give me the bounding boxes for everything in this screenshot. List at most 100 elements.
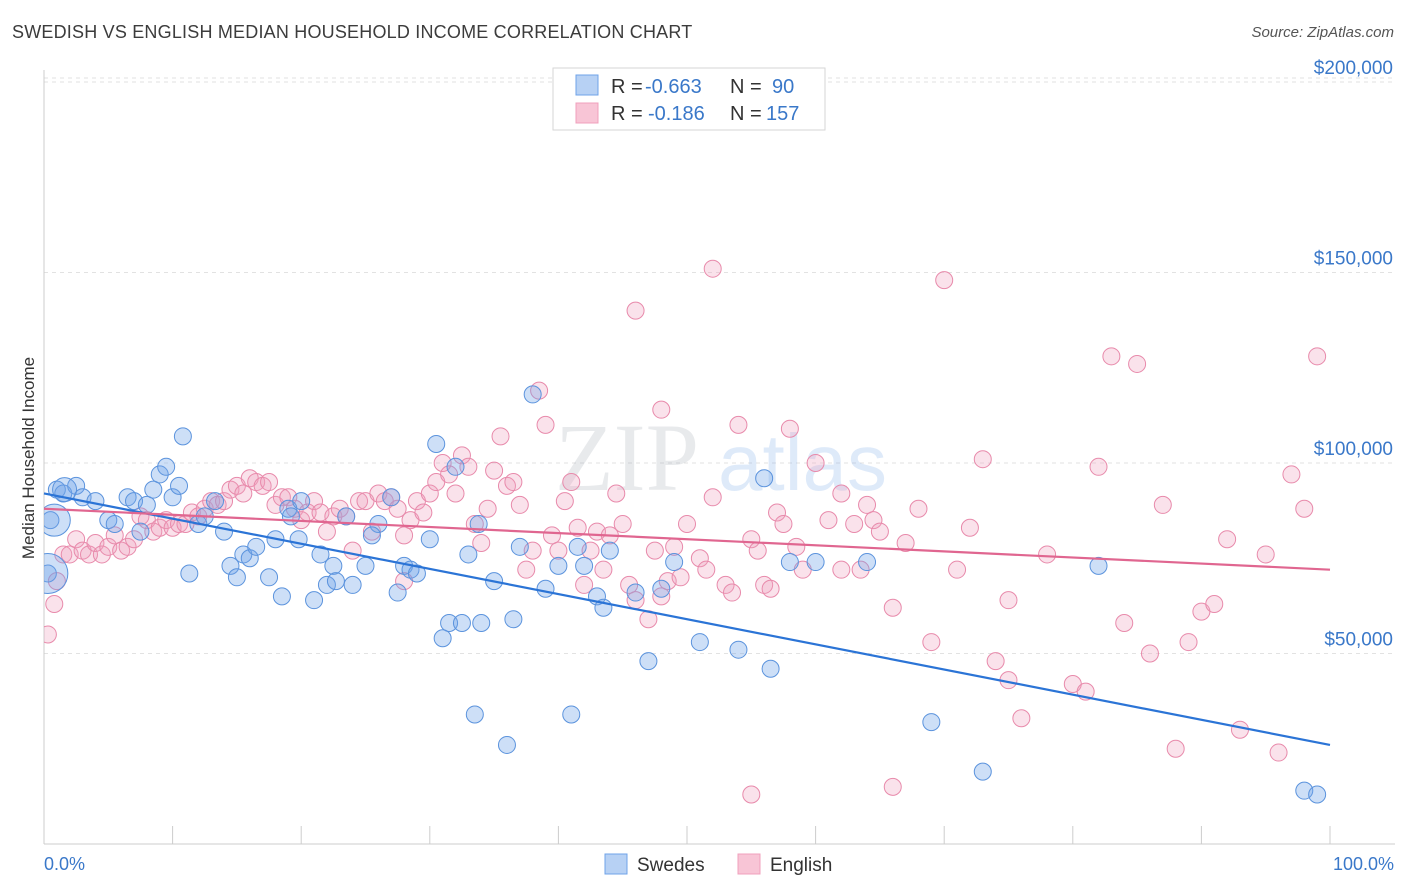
y-tick-label: $150,000 — [1314, 249, 1393, 270]
swedes-points — [44, 385, 1327, 804]
swedes-point — [446, 457, 465, 476]
y-axis-label: Median Household Income — [19, 357, 38, 559]
english-point — [343, 541, 362, 560]
english-point — [260, 473, 279, 492]
english-point — [845, 514, 864, 533]
swedes-point — [44, 511, 60, 530]
english-point — [1205, 594, 1224, 613]
english-point — [234, 484, 253, 503]
english-point — [452, 446, 471, 465]
legend-swedes-swatch — [604, 853, 628, 875]
english-point — [215, 492, 234, 511]
swedes-point — [137, 495, 156, 514]
swedes-point — [343, 575, 362, 594]
english-point — [517, 560, 536, 579]
swedes-point — [170, 476, 189, 495]
english-point — [472, 534, 491, 553]
swedes-point — [626, 583, 645, 602]
english-point — [125, 530, 144, 549]
swedes-point — [362, 526, 381, 545]
y-tick-labels: $50,000 $100,000 $150,000 $200,000 — [1314, 58, 1393, 651]
english-point — [832, 560, 851, 579]
english-point — [883, 598, 902, 617]
english-point — [729, 415, 748, 434]
swedes-point — [472, 614, 491, 633]
english-point — [1102, 347, 1121, 366]
swedes-point — [510, 537, 529, 556]
watermark: ZIP atlas — [555, 404, 887, 511]
english-n-label: N = — [730, 103, 762, 125]
english-point — [723, 583, 742, 602]
swedes-point — [281, 507, 300, 526]
swedes-point — [858, 553, 877, 572]
english-point — [1115, 614, 1134, 633]
swedes-point — [324, 556, 343, 575]
series-legend: Swedes English — [604, 853, 832, 876]
english-point — [620, 575, 639, 594]
english-point — [948, 560, 967, 579]
english-point — [806, 454, 825, 472]
swedes-point — [337, 507, 356, 526]
english-point — [44, 625, 57, 644]
swedes-point — [1308, 785, 1327, 804]
english-point — [883, 777, 902, 796]
x-tick-label-max: 100.0% — [1333, 854, 1394, 874]
english-point — [1308, 347, 1327, 366]
watermark-zip: ZIP — [555, 404, 699, 511]
english-point — [414, 503, 433, 522]
english-point — [973, 450, 992, 469]
english-point — [864, 511, 883, 530]
chart-title: SWEDISH VS ENGLISH MEDIAN HOUSEHOLD INCO… — [12, 22, 693, 42]
swedes-point — [105, 514, 124, 533]
english-point — [748, 541, 767, 560]
english-point — [330, 499, 349, 518]
y-tick-label: $100,000 — [1314, 439, 1393, 460]
english-point — [47, 572, 66, 591]
swedes-trend-line — [43, 492, 1331, 747]
english-point — [716, 575, 735, 594]
swedes-point — [420, 530, 439, 549]
swedes-point — [157, 457, 176, 476]
english-point — [388, 499, 407, 518]
swedes-point — [356, 556, 375, 575]
english-point — [678, 514, 696, 533]
source-label: Source: ZipAtlas.com — [1251, 24, 1394, 41]
swedes-point — [761, 659, 780, 678]
english-point — [870, 522, 889, 541]
english-point — [851, 560, 870, 579]
english-point — [305, 492, 324, 511]
swedes-n-label: N = — [730, 76, 762, 98]
english-point — [1140, 644, 1159, 663]
english-point — [909, 499, 928, 518]
english-point — [395, 526, 414, 545]
english-point — [1269, 743, 1288, 762]
swedes-point — [292, 492, 311, 511]
swedes-point — [221, 556, 240, 575]
english-point — [272, 488, 291, 507]
english-point — [420, 484, 439, 503]
stats-legend: R = -0.663 N = 90 R = -0.186 N = 157 — [552, 67, 826, 131]
english-point — [768, 503, 787, 522]
english-swatch — [575, 102, 599, 124]
english-point — [92, 545, 111, 564]
english-point — [999, 591, 1018, 610]
english-point — [690, 549, 709, 568]
english-point — [1166, 739, 1185, 758]
swedes-point — [575, 556, 594, 575]
english-point — [703, 488, 722, 507]
english-point — [562, 473, 581, 492]
english-point — [504, 473, 523, 492]
english-point — [1128, 354, 1147, 373]
english-point — [67, 530, 86, 549]
swedes-point — [44, 564, 57, 583]
swedes-point — [504, 610, 523, 629]
english-point — [780, 419, 799, 438]
swedes-point — [600, 541, 619, 560]
swedes-point — [311, 545, 330, 564]
english-point — [645, 541, 664, 560]
swedes-point — [180, 564, 199, 583]
english-point — [832, 484, 851, 503]
swedes-point — [215, 522, 234, 541]
english-point — [626, 301, 645, 320]
